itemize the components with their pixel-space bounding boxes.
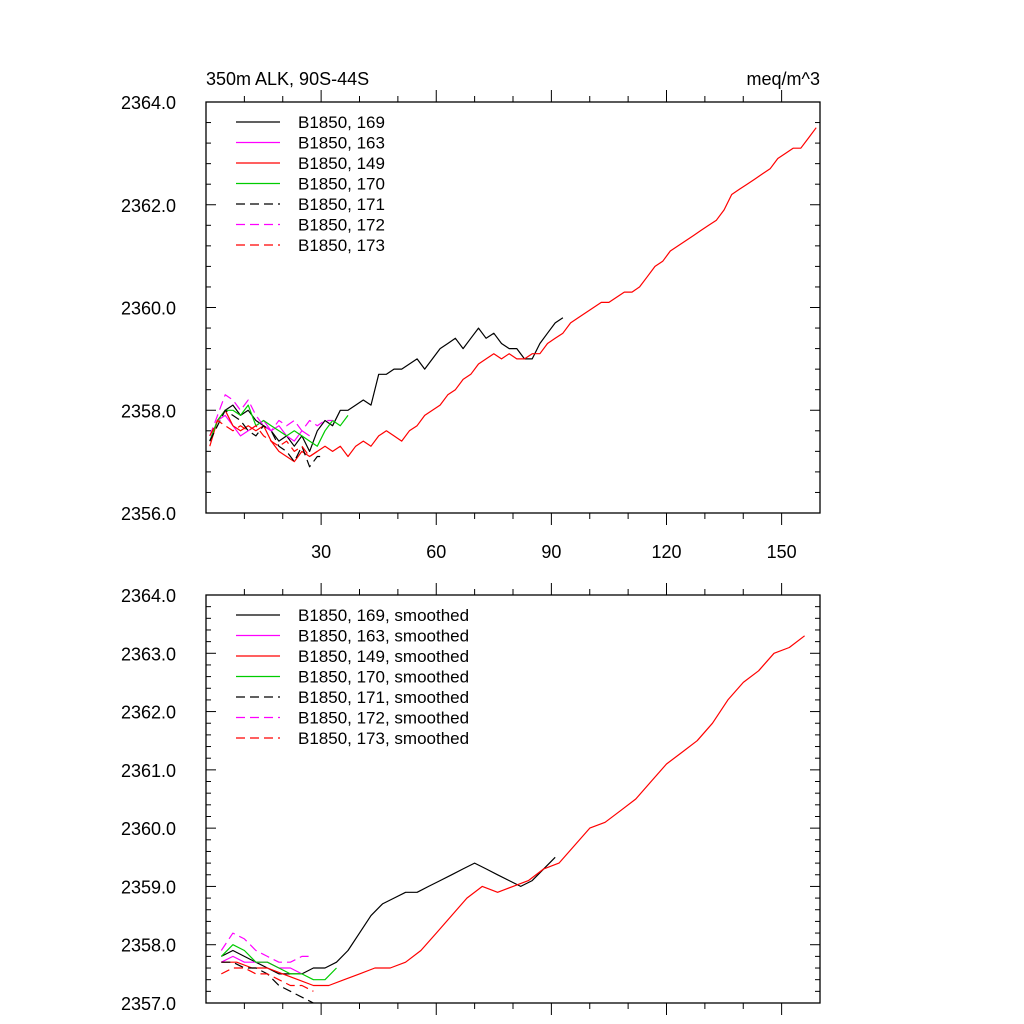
chart-title-right: meq/m^3 [747,69,820,89]
y-tick-label: 2356.0 [121,504,176,524]
y-tick-label: 2362.0 [121,196,176,216]
y-tick-label: 2361.0 [121,761,176,781]
y-tick-label: 2358.0 [121,936,176,956]
y-tick-label: 2364.0 [121,93,176,113]
legend-label: B1850, 149 [298,154,385,173]
series-line-0 [221,856,556,975]
series-line-3 [220,944,337,981]
series-line-3 [209,404,349,447]
legend-label: B1850, 173, smoothed [298,729,469,748]
y-tick-label: 2360.0 [121,819,176,839]
legend-label: B1850, 169, smoothed [298,606,469,625]
y-tick-label: 2359.0 [121,877,176,897]
legend-label: B1850, 173 [298,236,385,255]
series-line-5 [209,394,333,437]
legend-label: B1850, 172 [298,216,385,235]
y-tick-label: 2360.0 [121,299,176,319]
y-tick-label: 2358.0 [121,401,176,421]
x-tick-label: 120 [651,542,681,562]
y-tick-label: 2362.0 [121,703,176,723]
legend-label: B1850, 163, smoothed [298,627,469,646]
top-panel: 2356.0 2358.0 2360.0 2362.0 2364.0 30 60 90 120 1… [121,69,821,562]
legend-label: B1850, 163 [298,134,385,153]
series-line-5 [220,932,314,963]
bottom-panel: 2357.0 2358.0 2359.0 2360.0 2361.0 2362.0 2363… [121,583,821,1015]
x-tick-label: 60 [426,542,446,562]
x-tick-label: 150 [767,542,797,562]
legend-label: B1850, 172, smoothed [298,709,469,728]
legend-label: B1850, 171, smoothed [298,688,469,707]
legend-label: B1850, 171 [298,195,385,214]
legend-label: B1850, 170 [298,175,385,194]
series-line-6 [221,967,314,992]
series-line-2 [221,635,805,987]
series-line-6 [209,419,318,458]
y-tick-label: 2363.0 [121,644,176,664]
x-tick-label: 30 [311,542,331,562]
x-tick-label: 90 [541,542,561,562]
legend-label: B1850, 149, smoothed [298,647,469,666]
chart-title-left: 350m ALK, 90S-44S [206,69,369,89]
y-tick-label: 2357.0 [121,994,176,1014]
y-tick-label: 2364.0 [121,586,176,606]
legend-label: B1850, 169 [298,113,385,132]
legend-label: B1850, 170, smoothed [298,668,469,687]
